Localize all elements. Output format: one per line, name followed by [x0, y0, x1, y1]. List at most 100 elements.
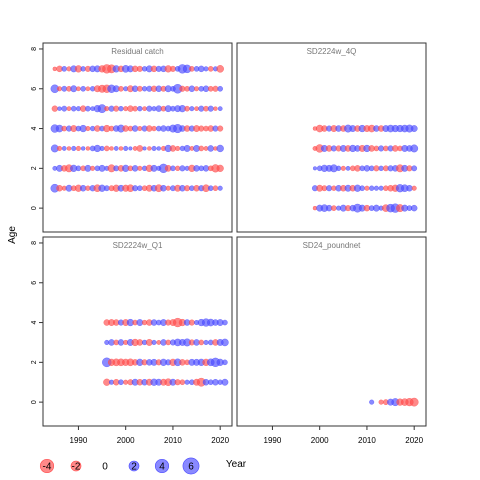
y-tick-label: 6 [31, 281, 38, 285]
x-tick-label: 2020 [211, 436, 229, 445]
data-point [373, 165, 380, 172]
panel-title: Residual catch [111, 47, 163, 56]
y-axis-label: Age [7, 226, 18, 244]
data-point [409, 397, 419, 407]
panel-points [369, 397, 419, 407]
data-point [142, 146, 147, 151]
data-point [118, 146, 124, 151]
data-point [410, 204, 418, 212]
data-point [70, 85, 78, 93]
data-point [136, 145, 144, 152]
data-point [331, 205, 337, 211]
x-tick-label: 1990 [70, 436, 88, 445]
data-point [175, 145, 181, 151]
data-point [207, 145, 214, 152]
data-point [85, 125, 91, 132]
panel-points [102, 317, 229, 387]
data-point [113, 105, 120, 112]
data-point [217, 125, 224, 132]
data-point [61, 85, 68, 92]
data-point [104, 106, 110, 112]
x-tick-label: 1990 [264, 436, 282, 445]
data-point [345, 165, 351, 171]
panel-2: SD2224w_4Q [236, 42, 427, 233]
data-point [222, 319, 228, 326]
data-point [61, 105, 68, 112]
data-point [212, 185, 219, 192]
data-point [198, 339, 205, 346]
data-point [217, 106, 223, 112]
data-point [57, 106, 62, 111]
data-point [156, 146, 162, 151]
data-point [56, 86, 63, 92]
data-point [85, 105, 91, 112]
y-tick-label: 2 [31, 360, 38, 364]
x-tick-label: 2000 [117, 436, 135, 445]
data-point [151, 339, 157, 345]
data-point [194, 86, 200, 92]
legend-label: 0 [102, 462, 108, 473]
data-point [221, 338, 229, 347]
data-point [118, 105, 124, 112]
data-point [188, 319, 195, 326]
data-point [369, 399, 375, 405]
data-point [340, 165, 346, 171]
data-point [132, 105, 138, 112]
legend-label: 2 [131, 462, 137, 473]
x-tick-label: 2000 [311, 436, 329, 445]
data-point [222, 359, 228, 366]
legend-bubble [39, 458, 55, 474]
data-point [76, 86, 81, 92]
data-point [137, 165, 143, 171]
data-point [109, 146, 114, 151]
data-point [406, 184, 413, 192]
data-point [61, 146, 67, 151]
data-point [151, 145, 157, 151]
data-point [221, 378, 229, 386]
data-point [51, 105, 58, 112]
data-point [61, 66, 68, 72]
legend-label: 6 [188, 462, 194, 473]
data-point [312, 166, 318, 171]
data-point [56, 145, 63, 151]
y-tick-label: 2 [31, 166, 38, 170]
y-tick-label: 4 [31, 321, 38, 325]
y-tick-label: 8 [31, 241, 38, 245]
panel-points [50, 64, 224, 193]
legend-label: -2 [72, 462, 81, 473]
data-point [99, 145, 105, 151]
y-tick-label: 8 [31, 47, 38, 51]
panel-frame [236, 236, 427, 427]
y-tick-label: 0 [31, 206, 38, 210]
data-point [151, 125, 157, 132]
panel-points [311, 124, 419, 213]
data-point [56, 184, 63, 192]
legend: -4 -2 0 2 4 6 [39, 457, 200, 475]
data-point [373, 185, 379, 191]
y-tick-label: 0 [31, 400, 38, 404]
data-point [70, 105, 77, 112]
data-point [359, 185, 366, 192]
data-point [136, 65, 143, 72]
data-point [184, 105, 190, 112]
panel-3: SD2224w_Q1 [42, 236, 233, 427]
data-point [326, 185, 333, 192]
data-point [123, 145, 129, 151]
data-point [378, 185, 384, 191]
data-point [123, 379, 129, 385]
data-point [198, 65, 205, 73]
panel-frame [236, 42, 427, 233]
data-point [217, 85, 224, 92]
x-tick-label: 2010 [358, 436, 376, 445]
data-point [136, 85, 143, 92]
data-point [137, 125, 143, 132]
data-point [71, 145, 77, 151]
data-point [207, 105, 214, 112]
data-point [216, 144, 224, 153]
axes-layer: 0 2 4 6 8 0 2 4 6 8 1990 2000 2010 2020 1990 2000 2010 20… [31, 47, 424, 445]
data-point [411, 185, 417, 191]
data-point [137, 105, 143, 112]
data-point [198, 145, 205, 152]
data-point [90, 165, 96, 171]
